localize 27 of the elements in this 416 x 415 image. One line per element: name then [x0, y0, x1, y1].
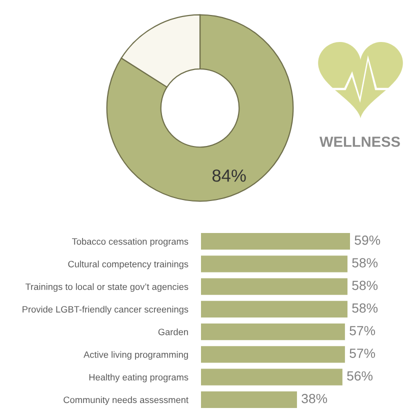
data-label: 57%: [350, 326, 376, 336]
y-tick-label: Garden: [158, 328, 188, 336]
data-label: 58%: [352, 303, 378, 313]
y-tick-label: Trainings to local or state gov’t agencies: [26, 283, 188, 292]
y-tick-label: Healthy eating programs: [89, 374, 188, 382]
donut-slice: [106, 14, 294, 202]
data-label: 59%: [354, 236, 380, 245]
bar: [201, 300, 348, 318]
bar: [201, 346, 345, 363]
bar: [201, 232, 350, 250]
bar: [201, 256, 348, 272]
data-label: 57%: [350, 348, 376, 358]
data-label: 84%: [212, 169, 246, 182]
y-tick-label: Cultural competency trainings: [68, 260, 188, 270]
bar: [201, 323, 345, 340]
data-label: 56%: [347, 371, 373, 381]
y-tick-label: Provide LGBT-friendly cancer screenings: [22, 306, 188, 314]
text: WELLNESS: [320, 136, 400, 147]
bar: [201, 368, 342, 386]
y-tick-label: Tobacco cessation programs: [72, 238, 188, 247]
bar: [201, 278, 348, 295]
bar: [201, 391, 297, 408]
data-label: 58%: [352, 280, 378, 290]
data-label: 38%: [302, 394, 328, 404]
y-tick-label: Community needs assessment: [64, 396, 188, 405]
y-tick-label: Active living programming: [84, 351, 188, 360]
data-label: 58%: [352, 258, 378, 268]
